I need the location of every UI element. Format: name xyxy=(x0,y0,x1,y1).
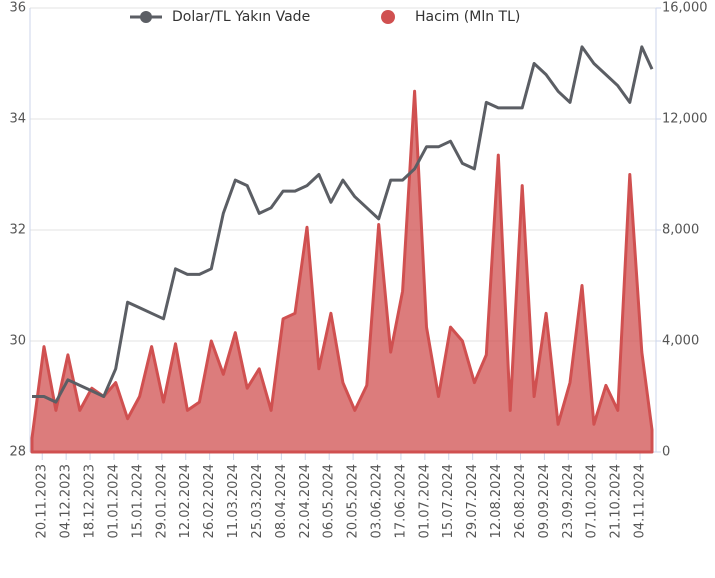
y-tick-label: 34 xyxy=(9,112,26,127)
y2-tick-label: 0 xyxy=(662,445,670,460)
x-tick-label: 12.02.2024 xyxy=(178,464,193,538)
x-tick-label: 29.01.2024 xyxy=(154,464,169,538)
x-tick-label: 08.04.2024 xyxy=(274,464,289,538)
x-tick-label: 04.12.2023 xyxy=(59,464,74,538)
legend-label: Hacim (Mln TL) xyxy=(415,9,520,25)
legend-label: Dolar/TL Yakın Vade xyxy=(172,9,310,25)
x-tick-label: 03.06.2024 xyxy=(370,464,385,538)
x-tick-label: 15.01.2024 xyxy=(130,464,145,538)
x-tick-label: 20.05.2024 xyxy=(346,464,361,538)
y-tick-label: 32 xyxy=(9,223,26,238)
y2-tick-label: 8,000 xyxy=(662,223,699,238)
legend-marker xyxy=(140,11,152,23)
x-tick-label: 21.10.2024 xyxy=(609,464,624,538)
y2-tick-label: 12,000 xyxy=(662,112,708,127)
y-tick-label: 36 xyxy=(9,1,26,16)
volume-area xyxy=(30,89,654,454)
legend-marker xyxy=(381,10,395,24)
x-tick-label: 06.05.2024 xyxy=(322,464,337,538)
y-tick-label: 28 xyxy=(9,445,26,460)
x-tick-label: 11.03.2024 xyxy=(226,464,241,538)
x-tick-label: 22.04.2024 xyxy=(298,464,313,538)
x-tick-label: 07.10.2024 xyxy=(585,464,600,538)
price-line xyxy=(32,45,654,404)
x-tick-label: 29.07.2024 xyxy=(465,464,480,538)
x-tick-label: 04.11.2024 xyxy=(633,464,648,538)
x-tick-label: 17.06.2024 xyxy=(393,464,408,538)
x-tick-label: 26.02.2024 xyxy=(202,464,217,538)
y2-tick-label: 16,000 xyxy=(662,1,708,16)
x-tick-label: 09.09.2024 xyxy=(537,464,552,538)
x-tick-label: 01.01.2024 xyxy=(106,464,121,538)
y-tick-label: 30 xyxy=(9,334,26,349)
x-tick-label: 20.11.2023 xyxy=(35,464,50,538)
x-tick-label: 25.03.2024 xyxy=(250,464,265,538)
y2-tick-label: 4,000 xyxy=(662,334,699,349)
x-tick-label: 01.07.2024 xyxy=(417,464,432,538)
x-tick-label: 26.08.2024 xyxy=(513,464,528,538)
x-tick-label: 23.09.2024 xyxy=(561,464,576,538)
x-tick-label: 12.08.2024 xyxy=(489,464,504,538)
x-tick-label: 15.07.2024 xyxy=(441,464,456,538)
x-tick-label: 18.12.2023 xyxy=(83,464,98,538)
